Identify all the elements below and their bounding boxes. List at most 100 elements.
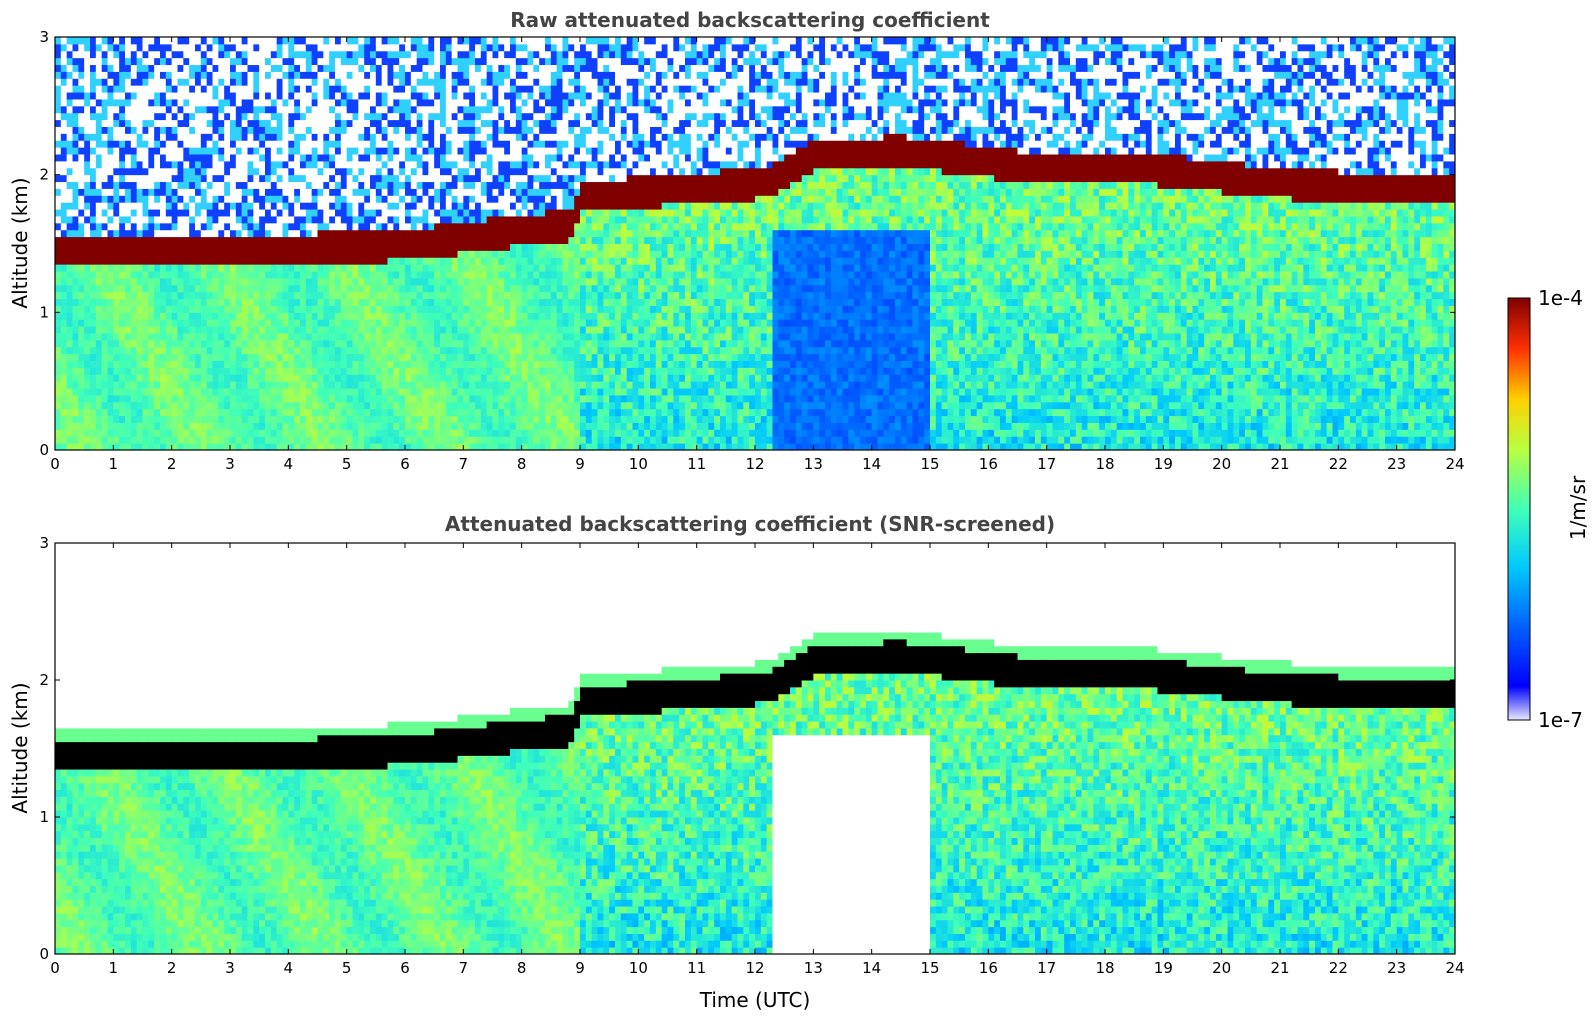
heatmap-cell [253, 168, 259, 175]
heatmap-cell [277, 326, 283, 333]
heatmap-cell [113, 354, 119, 361]
heatmap-cell [242, 133, 248, 140]
heatmap-cell [417, 429, 423, 436]
heatmap-cell [178, 71, 184, 78]
heatmap-cell [102, 147, 108, 154]
heatmap-cell [183, 422, 189, 429]
heatmap-cell [131, 264, 137, 271]
heatmap-cell [382, 44, 388, 51]
heatmap-cell [248, 168, 254, 175]
heatmap-cell [119, 312, 125, 319]
heatmap-cell [102, 92, 108, 99]
heatmap-cell [125, 161, 131, 168]
heatmap-cell [178, 209, 184, 216]
heatmap-cell [236, 71, 242, 78]
heatmap-cell [283, 85, 289, 92]
heatmap-cell [277, 271, 283, 278]
heatmap-cell [67, 354, 73, 361]
heatmap-cell [96, 402, 102, 409]
heatmap-cell [102, 140, 108, 147]
heatmap-cell [277, 402, 283, 409]
heatmap-cell [213, 285, 219, 292]
heatmap-cell [364, 209, 370, 216]
heatmap-cell [90, 113, 96, 120]
heatmap-cell [405, 154, 411, 161]
heatmap-cell [108, 65, 114, 72]
heatmap-cell [61, 202, 67, 209]
heatmap-cell [341, 182, 347, 189]
heatmap-cell [294, 264, 300, 271]
heatmap-cell [318, 305, 324, 312]
heatmap-cell [172, 71, 178, 78]
heatmap-cell [73, 278, 79, 285]
heatmap-cell [358, 106, 364, 113]
heatmap-cell [382, 361, 388, 368]
heatmap-cell [393, 154, 399, 161]
heatmap-cell [67, 299, 73, 306]
heatmap-cell [265, 305, 271, 312]
heatmap-cell [108, 106, 114, 113]
heatmap-cell [248, 312, 254, 319]
heatmap-cell [335, 416, 341, 423]
heatmap-cell [61, 292, 67, 299]
heatmap-cell [271, 354, 277, 361]
heatmap-cell [230, 333, 236, 340]
heatmap-cell [382, 188, 388, 195]
heatmap-cell [148, 305, 154, 312]
heatmap-cell [154, 126, 160, 133]
heatmap-cell [277, 333, 283, 340]
heatmap-cell [84, 402, 90, 409]
heatmap-cell [125, 106, 131, 113]
heatmap-cell [119, 140, 125, 147]
heatmap-cell [189, 126, 195, 133]
heatmap-cell [201, 154, 207, 161]
heatmap-cell [213, 244, 219, 251]
heatmap-cell [393, 106, 399, 113]
heatmap-cell [329, 354, 335, 361]
heatmap-cell [323, 71, 329, 78]
heatmap-cell [90, 278, 96, 285]
heatmap-cell [125, 51, 131, 58]
heatmap-cell [178, 237, 184, 244]
heatmap-cell [125, 395, 131, 402]
heatmap-cell [323, 106, 329, 113]
heatmap-cell [73, 99, 79, 106]
heatmap-cell [178, 244, 184, 251]
heatmap-cell [137, 37, 143, 44]
heatmap-cell [131, 395, 137, 402]
heatmap-cell [253, 216, 259, 223]
heatmap-cell [294, 154, 300, 161]
heatmap-cell [312, 202, 318, 209]
heatmap-cell [358, 92, 364, 99]
heatmap-cell [248, 395, 254, 402]
heatmap-cell [96, 409, 102, 416]
heatmap-cell [312, 374, 318, 381]
heatmap-cell [102, 161, 108, 168]
heatmap-cell [388, 216, 394, 223]
heatmap-cell [78, 58, 84, 65]
heatmap-cell [323, 161, 329, 168]
heatmap-cell [178, 106, 184, 113]
heatmap-cell [318, 175, 324, 182]
heatmap-cell [108, 175, 114, 182]
heatmap-cell [259, 402, 265, 409]
heatmap-cell [73, 216, 79, 223]
heatmap-cell [312, 312, 318, 319]
heatmap-cell [102, 354, 108, 361]
heatmap-cell [67, 78, 73, 85]
heatmap-cell [108, 161, 114, 168]
heatmap-cell [277, 182, 283, 189]
heatmap-cell [323, 223, 329, 230]
heatmap-cell [405, 106, 411, 113]
heatmap-cell [300, 244, 306, 251]
heatmap-cell [335, 230, 341, 237]
heatmap-cell [382, 244, 388, 251]
heatmap-cell [405, 340, 411, 347]
heatmap-cell [166, 78, 172, 85]
heatmap-cell [230, 175, 236, 182]
heatmap-cell [364, 388, 370, 395]
heatmap-cell [405, 278, 411, 285]
heatmap-cell [312, 264, 318, 271]
heatmap-cell [195, 85, 201, 92]
heatmap-cell [154, 319, 160, 326]
